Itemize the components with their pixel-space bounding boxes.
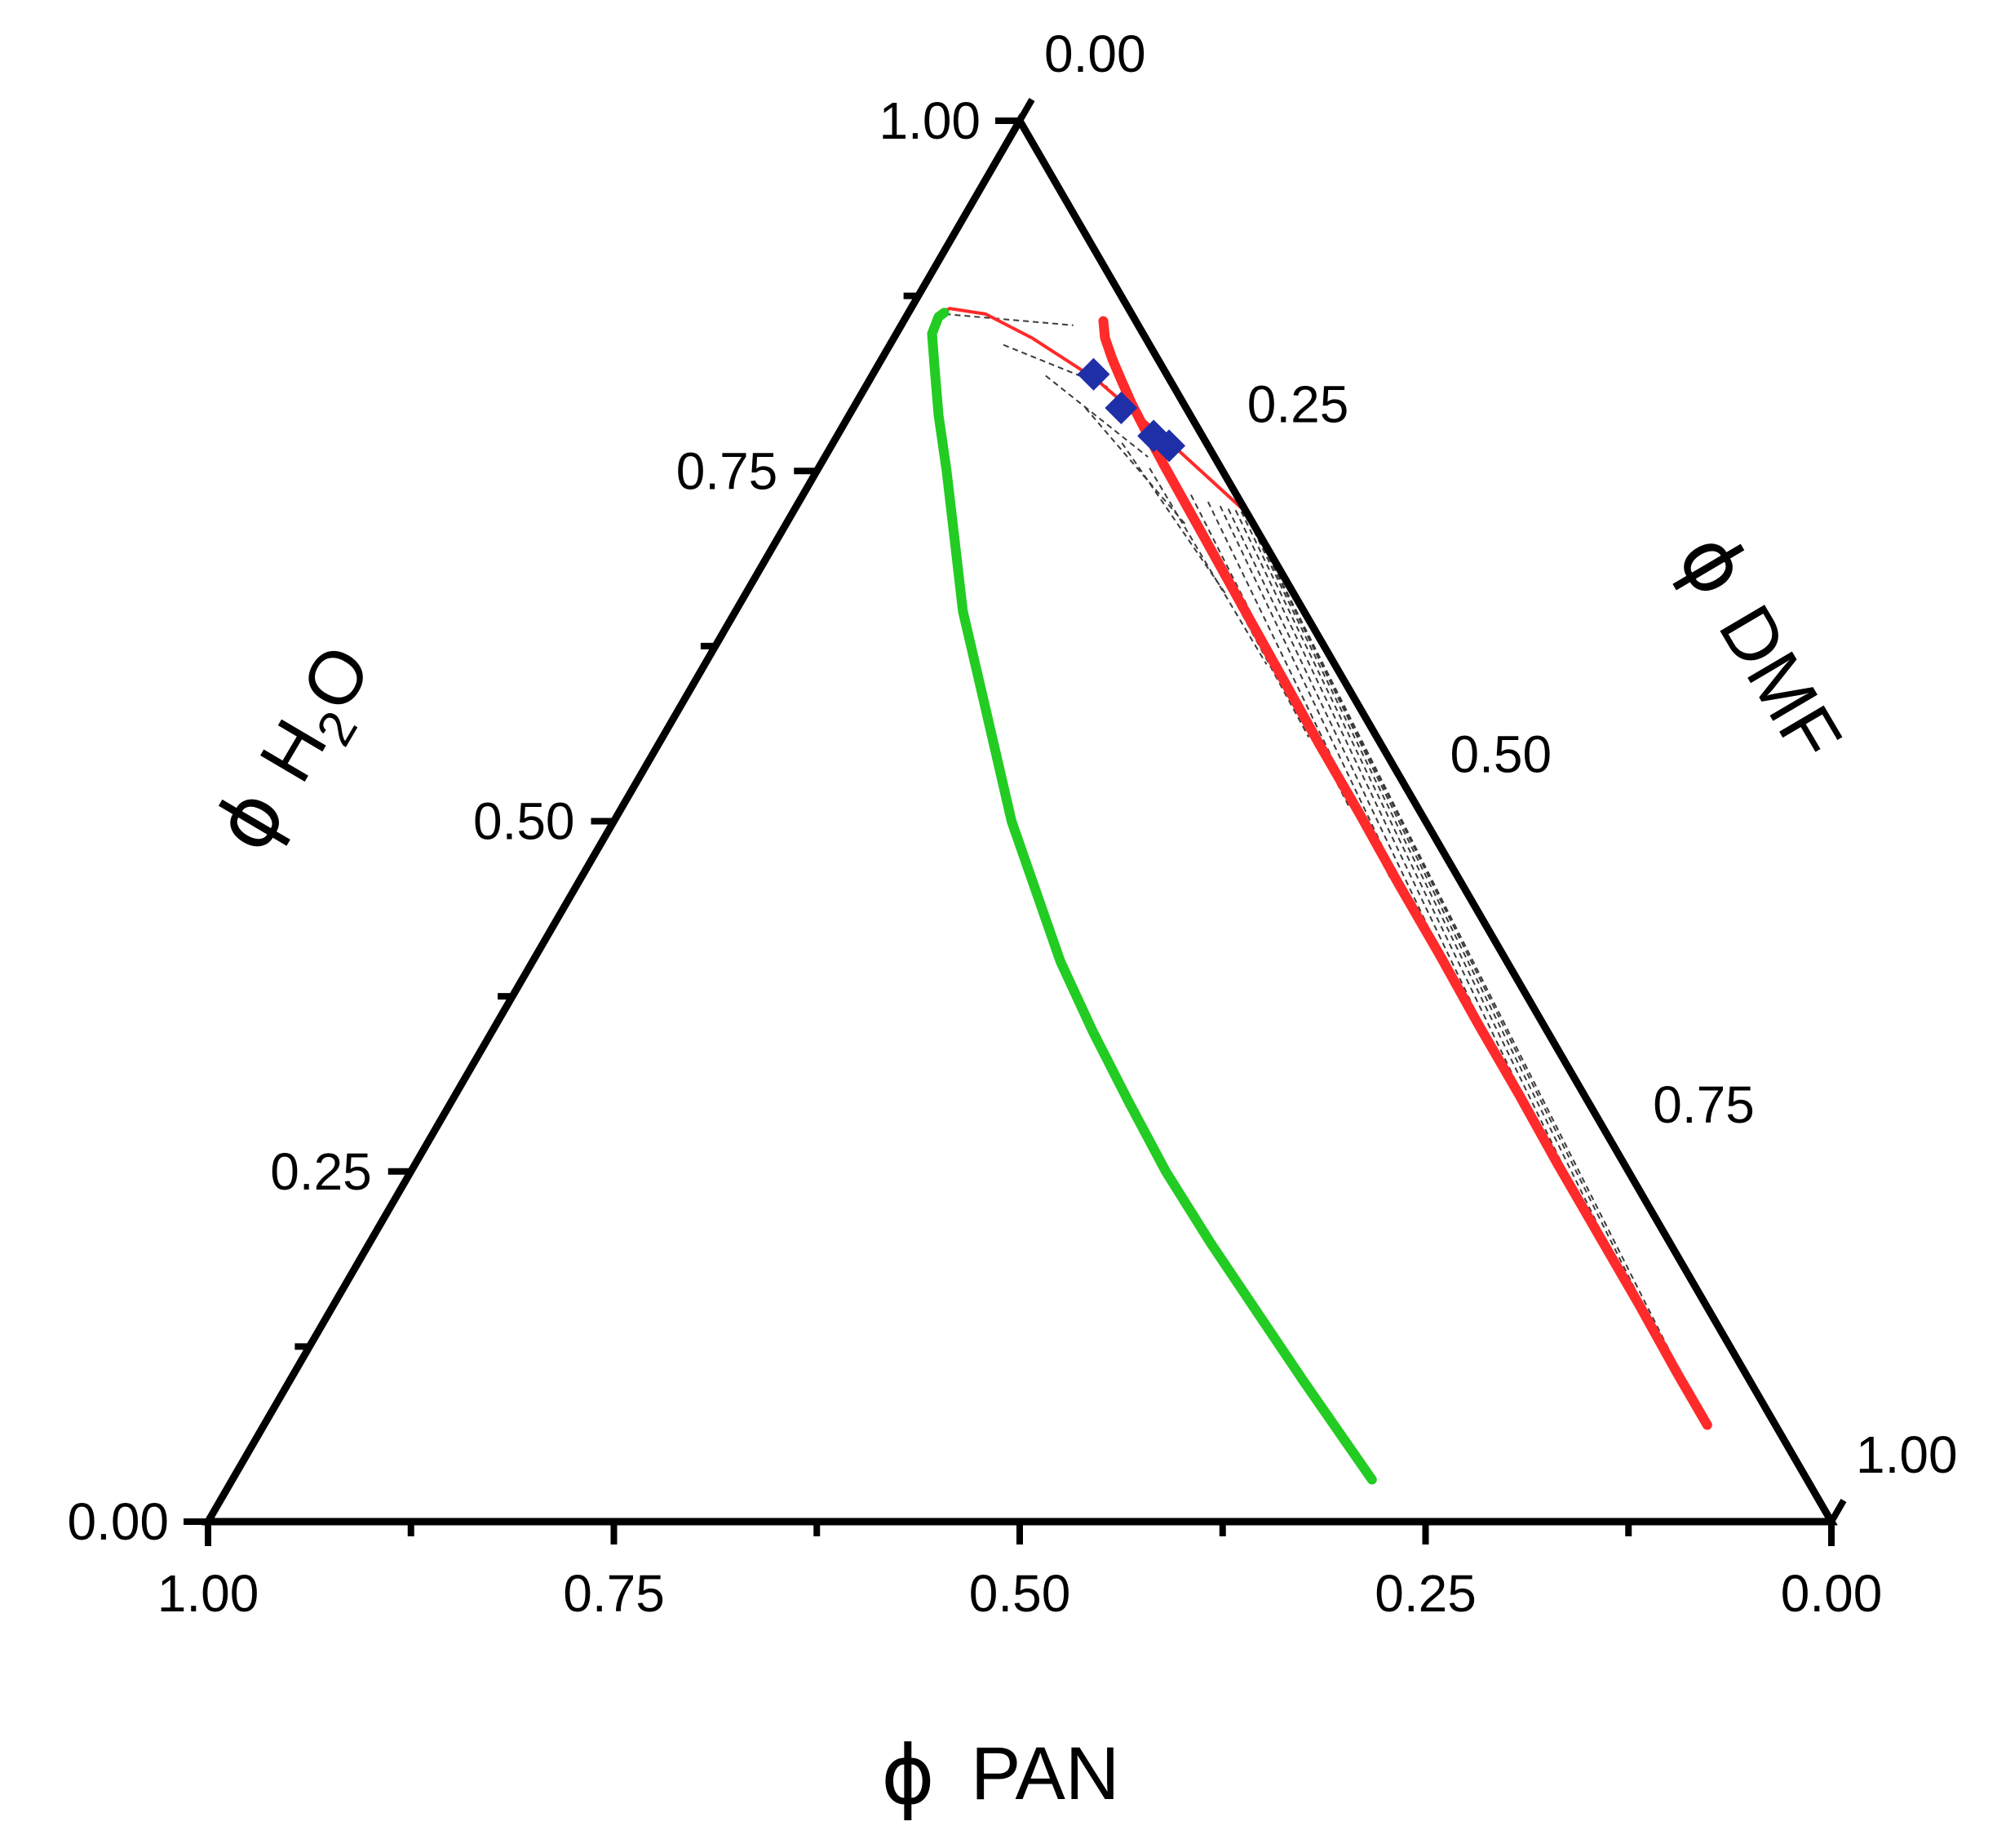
right-axis-title: ϕ DMF xyxy=(1658,517,1857,774)
tie-line xyxy=(1246,512,1676,1372)
tie-line xyxy=(1246,512,1706,1421)
tie-line xyxy=(1121,442,1227,595)
phase-curves xyxy=(927,307,1712,1485)
tick-label-left: 1.00 xyxy=(879,91,981,150)
tie-line xyxy=(945,312,1074,326)
tie-line xyxy=(1244,512,1596,1231)
tie-line xyxy=(1171,484,1310,738)
tie-line xyxy=(1240,511,1555,1161)
tie-lines xyxy=(945,312,1706,1421)
left-axis-title: ϕ H2O xyxy=(195,632,398,867)
tick-label-right: 0.00 xyxy=(1044,24,1146,83)
binodal-curve xyxy=(1098,316,1712,1430)
tie-line xyxy=(1084,407,1186,525)
tick-label-left: 0.75 xyxy=(676,441,778,500)
tick-right-end xyxy=(1016,98,1035,122)
tick-label-bottom: 0.00 xyxy=(1781,1564,1883,1623)
tick-right xyxy=(1321,644,1335,661)
phi-symbol-bottom: ϕ xyxy=(881,1727,935,1823)
tick-right xyxy=(1118,294,1131,311)
cloud-point-diamond xyxy=(1077,357,1110,391)
tie-line xyxy=(1149,468,1268,665)
tick-right xyxy=(1524,995,1538,1011)
h2o-axis-label: H2O xyxy=(244,632,398,802)
cloud-point-diamond xyxy=(1105,391,1138,424)
bottom-axis-title: ϕ PAN xyxy=(881,1727,1119,1823)
tick-label-bottom: 1.00 xyxy=(157,1564,259,1623)
tick-right xyxy=(1727,1345,1741,1361)
tick-right-end xyxy=(1828,1499,1847,1523)
axis-ticks xyxy=(184,98,1847,1546)
tick-label-left: 0.00 xyxy=(67,1492,169,1551)
tick-label-bottom: 0.75 xyxy=(563,1564,665,1623)
tick-right xyxy=(1220,469,1238,493)
phi-symbol-left: ϕ xyxy=(195,773,304,867)
tick-right xyxy=(1423,819,1440,843)
tick-right xyxy=(1625,1169,1643,1193)
tick-label-bottom: 0.50 xyxy=(969,1564,1071,1623)
pan-axis-label: PAN xyxy=(971,1732,1119,1815)
h2o-label-o: O xyxy=(286,632,387,724)
binodal-polymer-rich-branch-curve xyxy=(935,307,1249,515)
cloud-points xyxy=(1077,357,1186,463)
dmf-axis-label: DMF xyxy=(1703,592,1857,773)
tick-label-right: 0.75 xyxy=(1653,1075,1755,1134)
tick-label-left: 0.50 xyxy=(473,792,575,851)
tick-labels: 1.00 0.75 0.50 0.25 0.00 0.00 0.25 0.50 0.75 1.00… xyxy=(67,24,1957,1623)
tick-label-right: 1.00 xyxy=(1856,1425,1958,1484)
tick-label-left: 0.25 xyxy=(270,1142,372,1201)
tie-line xyxy=(1045,374,1149,458)
tick-label-right: 0.25 xyxy=(1247,374,1349,433)
tie-line xyxy=(1219,505,1432,948)
tick-label-right: 0.50 xyxy=(1450,725,1552,784)
spinodal-curve xyxy=(927,308,1377,1485)
cloud-point-diamond xyxy=(1153,429,1186,463)
tick-label-bottom: 0.25 xyxy=(1375,1564,1477,1623)
phi-symbol-right: ϕ xyxy=(1658,517,1768,612)
